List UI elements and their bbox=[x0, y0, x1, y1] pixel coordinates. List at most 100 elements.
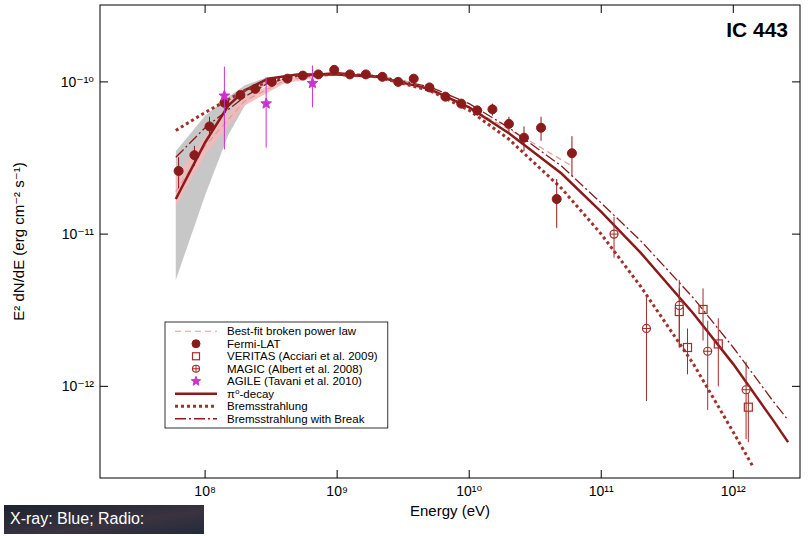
legend-swatch bbox=[192, 340, 200, 348]
point bbox=[457, 99, 466, 108]
marks bbox=[174, 65, 788, 466]
ticks: 10⁸10⁹10¹⁰10¹¹10¹²10⁻¹²10⁻¹¹10⁻¹⁰ bbox=[61, 5, 800, 499]
point bbox=[504, 119, 513, 128]
x-tick-label: 10¹² bbox=[721, 483, 746, 499]
point bbox=[409, 74, 418, 83]
point-cross bbox=[707, 347, 708, 355]
x-tick bbox=[337, 5, 338, 13]
point-ring bbox=[193, 365, 200, 372]
legend-label: Best-fit broken power law bbox=[227, 325, 357, 337]
point-cross bbox=[646, 324, 647, 332]
x-tick bbox=[205, 5, 206, 13]
point bbox=[174, 166, 183, 175]
error-bar bbox=[312, 66, 313, 108]
y-tick bbox=[792, 234, 800, 235]
point bbox=[307, 78, 318, 88]
y-tick bbox=[100, 234, 108, 235]
point bbox=[361, 70, 370, 79]
y-tick bbox=[100, 386, 108, 387]
point bbox=[441, 92, 450, 101]
point bbox=[675, 301, 683, 309]
y-tick bbox=[100, 81, 108, 82]
x-tick bbox=[469, 470, 470, 478]
inset-caption: X-ray: Blue; Radio: bbox=[10, 510, 144, 527]
plot-frame bbox=[100, 5, 800, 478]
inset-image bbox=[4, 505, 204, 534]
point bbox=[378, 72, 387, 81]
legend-swatch bbox=[175, 393, 217, 396]
point bbox=[261, 98, 272, 108]
legend-label: π⁰-decay bbox=[227, 388, 274, 400]
legend-label: VERITAS (Acciari et al. 2009) bbox=[227, 350, 378, 362]
point bbox=[236, 91, 245, 100]
point-cross bbox=[746, 386, 747, 394]
error-bar bbox=[718, 318, 719, 386]
chart: 10⁸10⁹10¹⁰10¹¹10¹²10⁻¹²10⁻¹¹10⁻¹⁰Energy … bbox=[0, 0, 808, 536]
point-cross bbox=[679, 301, 680, 309]
point-ring bbox=[675, 301, 683, 309]
error-bar bbox=[646, 295, 647, 401]
x-tick bbox=[469, 5, 470, 13]
point bbox=[192, 340, 200, 348]
x-axis-title: Energy (eV) bbox=[410, 502, 490, 519]
legend-swatch bbox=[175, 405, 217, 408]
line bbox=[176, 73, 572, 192]
title: IC 443 bbox=[726, 18, 788, 41]
legend-box bbox=[165, 322, 388, 428]
legend-label: AGILE (Tavani et al. 2010) bbox=[227, 375, 362, 387]
legend-label: Bremsstrahlung with Break bbox=[227, 413, 365, 425]
point bbox=[473, 106, 482, 115]
point bbox=[567, 149, 576, 158]
error-bar bbox=[679, 280, 680, 348]
x-tick bbox=[337, 470, 338, 478]
point-cross bbox=[614, 230, 615, 238]
point-cross bbox=[196, 365, 197, 372]
point bbox=[394, 77, 403, 86]
legend-swatch bbox=[175, 418, 217, 419]
error-bar bbox=[614, 217, 615, 258]
point bbox=[684, 343, 692, 351]
point bbox=[314, 70, 323, 79]
point-ring bbox=[704, 347, 712, 355]
x-tick-label: 10⁸ bbox=[194, 483, 216, 499]
x-tick bbox=[601, 470, 602, 478]
x-tick-label: 10¹⁰ bbox=[456, 483, 482, 499]
point bbox=[283, 74, 292, 83]
legend-swatch bbox=[193, 353, 200, 360]
y-tick-label: 10⁻¹⁰ bbox=[61, 74, 95, 90]
point bbox=[205, 122, 214, 131]
point bbox=[191, 376, 200, 385]
point bbox=[330, 65, 339, 74]
point bbox=[552, 195, 561, 204]
band bbox=[176, 71, 337, 207]
y-tick-label: 10⁻¹² bbox=[62, 378, 95, 394]
legend-label: MAGIC (Albert et al. 2008) bbox=[227, 363, 363, 375]
point bbox=[744, 403, 752, 411]
legend-label: Bremsstrahlung bbox=[227, 400, 308, 412]
point bbox=[699, 305, 707, 313]
point bbox=[190, 151, 199, 160]
y-tick bbox=[792, 386, 800, 387]
point bbox=[298, 71, 307, 80]
point bbox=[425, 83, 434, 92]
line bbox=[176, 74, 753, 466]
x-tick-label: 10¹¹ bbox=[589, 483, 614, 499]
point bbox=[537, 123, 546, 132]
point bbox=[251, 84, 260, 93]
legend-label: Fermi-LAT bbox=[227, 338, 280, 350]
point-ring bbox=[742, 386, 750, 394]
x-tick-label: 10⁹ bbox=[326, 483, 348, 499]
error-bar bbox=[266, 77, 267, 147]
point bbox=[610, 230, 618, 238]
x-tick bbox=[733, 470, 734, 478]
error-bar bbox=[224, 67, 225, 150]
y-axis-title: E² dN/dE (erg cm⁻² s⁻¹) bbox=[10, 162, 27, 320]
x-tick bbox=[205, 470, 206, 478]
legend-swatch bbox=[175, 331, 217, 332]
point bbox=[267, 77, 276, 86]
point-ring bbox=[642, 324, 650, 332]
error-bar bbox=[707, 321, 708, 410]
legend-swatch bbox=[191, 376, 200, 385]
point bbox=[714, 340, 722, 348]
legend-swatch bbox=[193, 365, 200, 372]
